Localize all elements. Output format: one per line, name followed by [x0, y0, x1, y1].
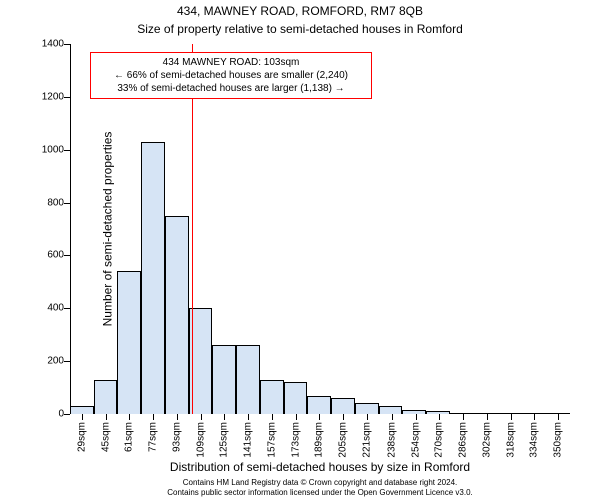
histogram-bar	[70, 406, 94, 414]
y-tick	[64, 97, 70, 98]
x-tick-label: 61sqm	[124, 422, 135, 452]
x-tick	[106, 414, 107, 420]
x-tick-label: 29sqm	[76, 422, 87, 452]
x-tick-label: 205sqm	[337, 422, 348, 458]
x-tick-label: 157sqm	[266, 422, 277, 458]
y-tick	[64, 44, 70, 45]
x-tick	[511, 414, 512, 420]
y-tick	[64, 308, 70, 309]
x-tick-label: 350sqm	[553, 422, 564, 458]
histogram-bar	[117, 271, 141, 414]
histogram-bar	[260, 380, 284, 414]
x-tick	[129, 414, 130, 420]
x-tick-label: 334sqm	[529, 422, 540, 458]
y-tick	[64, 150, 70, 151]
y-tick-label: 600	[30, 250, 64, 261]
x-tick-label: 77sqm	[148, 422, 159, 452]
y-axis-line	[70, 44, 71, 414]
histogram-bar	[141, 142, 165, 414]
x-tick	[343, 414, 344, 420]
x-tick-label: 125sqm	[219, 422, 230, 458]
x-tick-label: 45sqm	[100, 422, 111, 452]
plot-area: 020040060080010001200140029sqm45sqm61sqm…	[70, 44, 570, 414]
histogram-bar	[284, 382, 308, 414]
x-tick	[534, 414, 535, 420]
x-tick	[224, 414, 225, 420]
y-tick	[64, 255, 70, 256]
y-tick	[64, 361, 70, 362]
annotation-line: 434 MAWNEY ROAD: 103sqm	[97, 56, 365, 69]
x-tick-label: 173sqm	[290, 422, 301, 458]
x-tick	[248, 414, 249, 420]
chart-container: 434, MAWNEY ROAD, ROMFORD, RM7 8QB Size …	[0, 0, 600, 500]
x-tick	[82, 414, 83, 420]
y-tick-label: 200	[30, 356, 64, 367]
histogram-bar	[165, 216, 189, 414]
x-tick-label: 221sqm	[361, 422, 372, 458]
histogram-bar	[94, 380, 118, 414]
x-tick	[439, 414, 440, 420]
footer-line-1: Contains HM Land Registry data © Crown c…	[70, 478, 570, 488]
y-tick-label: 400	[30, 303, 64, 314]
annotation-line: 33% of semi-detached houses are larger (…	[97, 82, 365, 95]
x-tick	[153, 414, 154, 420]
x-tick-label: 93sqm	[171, 422, 182, 452]
histogram-bar	[355, 403, 379, 414]
x-tick	[272, 414, 273, 420]
x-tick	[392, 414, 393, 420]
histogram-bar	[236, 345, 260, 414]
chart-title: Size of property relative to semi-detach…	[0, 22, 600, 36]
x-tick-label: 286sqm	[458, 422, 469, 458]
y-tick	[64, 414, 70, 415]
x-tick	[367, 414, 368, 420]
x-tick	[319, 414, 320, 420]
x-axis-label: Distribution of semi-detached houses by …	[70, 460, 570, 474]
y-tick-label: 1000	[30, 144, 64, 155]
x-tick-label: 254sqm	[410, 422, 421, 458]
footer-attribution: Contains HM Land Registry data © Crown c…	[70, 478, 570, 497]
y-tick-label: 1200	[30, 91, 64, 102]
x-tick	[558, 414, 559, 420]
y-tick-label: 1400	[30, 39, 64, 50]
x-tick-label: 109sqm	[195, 422, 206, 458]
x-tick	[487, 414, 488, 420]
plot-inner: 020040060080010001200140029sqm45sqm61sqm…	[70, 44, 570, 414]
x-tick-label: 318sqm	[505, 422, 516, 458]
x-tick	[201, 414, 202, 420]
histogram-bar	[212, 345, 236, 414]
histogram-bar	[379, 406, 403, 414]
x-tick-label: 141sqm	[243, 422, 254, 458]
marker-line	[192, 44, 193, 414]
x-tick-label: 270sqm	[434, 422, 445, 458]
y-tick-label: 800	[30, 197, 64, 208]
y-tick-label: 0	[30, 409, 64, 420]
footer-line-2: Contains public sector information licen…	[70, 488, 570, 498]
histogram-bar	[426, 411, 450, 414]
x-tick-label: 238sqm	[386, 422, 397, 458]
annotation-box: 434 MAWNEY ROAD: 103sqm← 66% of semi-det…	[90, 52, 372, 99]
y-tick	[64, 203, 70, 204]
x-tick	[463, 414, 464, 420]
histogram-bar	[307, 396, 331, 415]
chart-suptitle: 434, MAWNEY ROAD, ROMFORD, RM7 8QB	[0, 4, 600, 18]
x-tick-label: 302sqm	[481, 422, 492, 458]
x-tick	[416, 414, 417, 420]
x-tick	[296, 414, 297, 420]
histogram-bar	[331, 398, 355, 414]
histogram-bar	[402, 410, 426, 414]
x-tick-label: 189sqm	[314, 422, 325, 458]
x-tick	[177, 414, 178, 420]
annotation-line: ← 66% of semi-detached houses are smalle…	[97, 69, 365, 82]
